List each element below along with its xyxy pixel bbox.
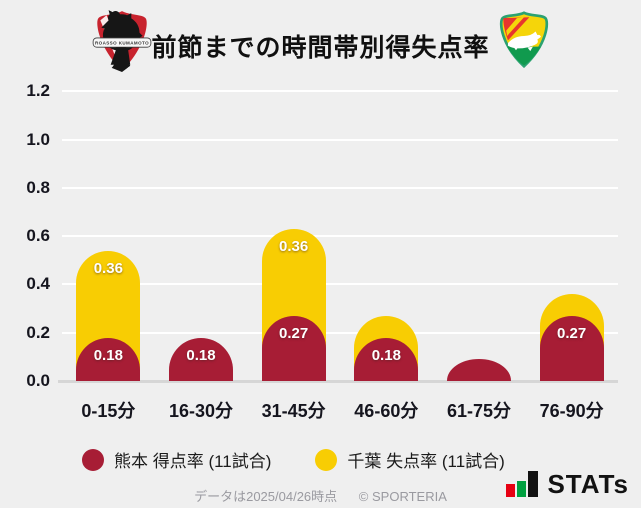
grid-line — [62, 90, 618, 93]
data-date-note: データは2025/04/26時点 — [194, 489, 338, 504]
y-axis-tick-label: 0.6 — [26, 226, 50, 246]
footer-note: データは2025/04/26時点 © SPORTERIA — [0, 486, 641, 505]
bar-value-label: 0.36 — [279, 237, 309, 255]
bar-value-label: 0.36 — [93, 259, 123, 277]
bar-value-label: 0.18 — [186, 346, 216, 364]
roasso-kumamoto-crest-logo: ROASSO KUMAMOTO — [89, 8, 155, 74]
grid-line — [62, 138, 618, 141]
legend-label: 熊本 得点率 (11試合) — [114, 452, 272, 471]
legend-label: 千葉 失点率 (11試合) — [347, 452, 505, 471]
x-axis-label: 76-90分 — [539, 401, 604, 421]
bar-kumamoto-61-75分 — [447, 359, 511, 381]
roasso-kumamoto-crest-icon: ROASSO KUMAMOTO — [92, 10, 152, 72]
y-axis-tick-label: 1.2 — [26, 81, 50, 101]
bar-value-label: 0.27 — [557, 324, 587, 342]
bar-value-label: 0.27 — [279, 324, 309, 342]
grid-line — [62, 283, 618, 286]
jef-united-chiba-crest-icon — [499, 11, 549, 68]
x-axis-label: 46-60分 — [354, 401, 419, 421]
legend-dot-icon — [82, 448, 104, 471]
x-axis-label: 61-75分 — [446, 401, 511, 421]
bar-value-label: 0.18 — [93, 346, 123, 364]
y-axis-tick-label: 1.0 — [26, 129, 50, 149]
copyright-text: © SPORTERIA — [358, 489, 447, 504]
stats-logo-green-bar-icon — [517, 481, 527, 497]
jef-united-chiba-crest-logo — [496, 11, 552, 68]
legend-dot-icon — [315, 448, 338, 471]
stats-brand-logo: STATs — [506, 471, 629, 497]
stacked-bar-chart: 1.2 1.0 0.8 0.6 0.4 0.2 0.0 0.36 0.18 0-15分 0.18 16… — [0, 80, 641, 440]
stats-logo-black-bar-icon — [528, 471, 539, 497]
bar-value-label: 0.18 — [371, 346, 401, 364]
x-axis-label: 16-30分 — [168, 401, 233, 421]
chart-title: 前節までの時間帯別得失点率 — [151, 34, 490, 62]
svg-text:ROASSO KUMAMOTO: ROASSO KUMAMOTO — [95, 41, 149, 46]
legend-item-1: 千葉 失点率 (11試合) — [315, 447, 505, 472]
x-axis-label: 0-15分 — [81, 401, 136, 421]
legend-item-0: 熊本 得点率 (11試合) — [82, 447, 271, 472]
grid-line — [62, 186, 618, 189]
y-axis-tick-label: 0.4 — [26, 274, 50, 294]
y-axis-tick-label: 0.8 — [26, 177, 50, 197]
bar-kumamoto-76-90分: 0.27 — [539, 315, 604, 381]
y-axis-tick-label: 0.0 — [26, 371, 50, 390]
chart-legend: 熊本 得点率 (11試合) 千葉 失点率 (11試合) — [82, 447, 505, 472]
y-axis-tick-label: 0.2 — [26, 322, 50, 342]
grid-line — [62, 331, 618, 334]
stats-logo-red-bar-icon — [506, 484, 516, 497]
x-axis-label: 31-45分 — [261, 401, 326, 421]
grid-line — [62, 235, 618, 238]
x-axis-baseline — [58, 380, 618, 383]
stats-brand-name: STATs — [547, 469, 629, 499]
bar-kumamoto-16-30分: 0.18 — [169, 337, 233, 381]
bar-kumamoto-31-45分: 0.27 — [261, 315, 326, 381]
